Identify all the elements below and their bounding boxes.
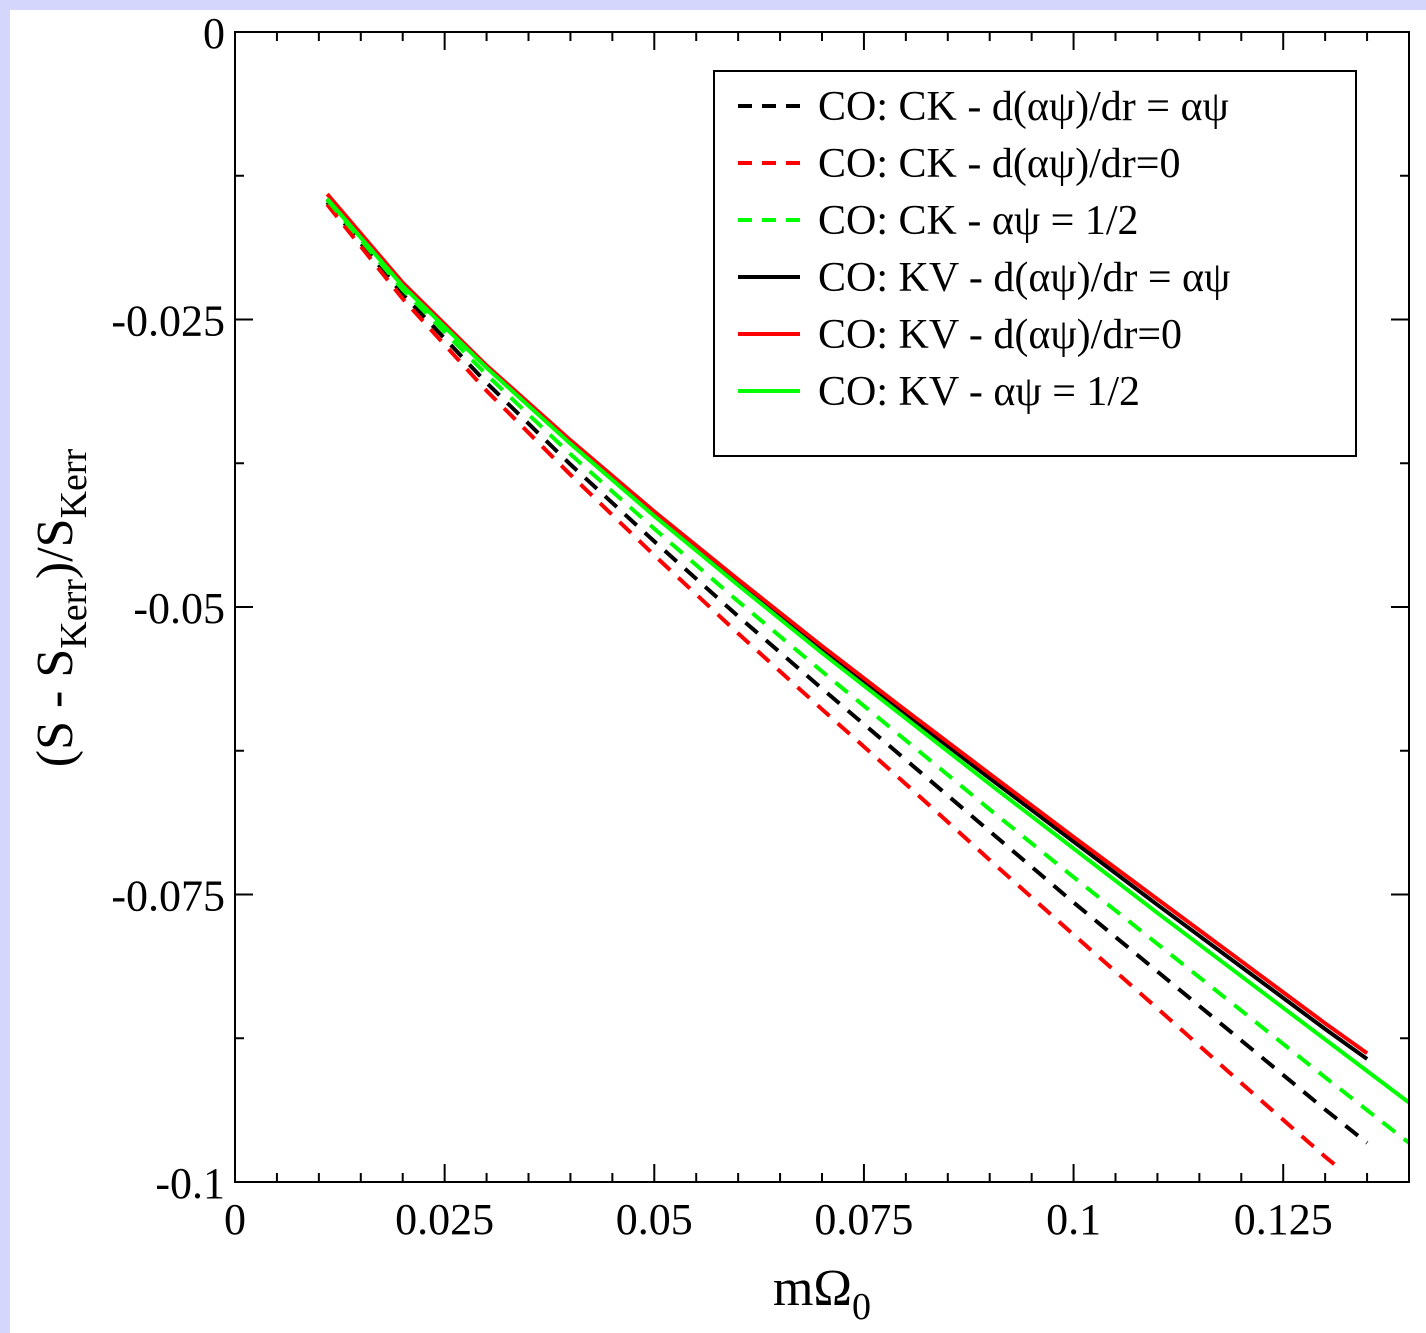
y-axis-title-mid: )/S	[27, 518, 84, 579]
plot-frame	[234, 31, 1410, 1183]
y-axis-title-open: (S - S	[27, 649, 84, 767]
y-tick-label: -0.05	[133, 584, 225, 633]
x-tick-label: 0.05	[616, 1195, 693, 1244]
x-axis-title-sub: 0	[852, 1286, 871, 1328]
x-axis-title-main: mΩ	[773, 1260, 852, 1317]
series-line-2	[325, 203, 1339, 1169]
x-tick-label: 0.075	[814, 1195, 913, 1244]
y-axis-title-sub1: Kerr	[53, 579, 95, 649]
y-tick-label: 0	[203, 10, 225, 58]
series-line-3	[325, 198, 1409, 1145]
legend: CO: CK - d(αψ)/dr = αψ CO: CK - d(αψ)/dr=…	[713, 70, 1357, 457]
x-axis-title: mΩ0	[773, 1260, 871, 1328]
legend-label-1: CO: CK - d(αψ)/dr = αψ	[818, 84, 1229, 130]
x-tick-label: 0.125	[1234, 1195, 1333, 1244]
legend-label-4: CO: KV - d(αψ)/dr = αψ	[818, 255, 1230, 301]
legend-label-5: CO: KV - d(αψ)/dr=0	[818, 312, 1182, 358]
figure-panel: 0 0.025 0.05 0.075 0.1 0.125 0 -0.025 -0.05 -0.07…	[10, 10, 1426, 1333]
line-chart: 0 0.025 0.05 0.075 0.1 0.125 0 -0.025 -0.05 -0.07…	[27, 10, 1410, 1328]
legend-box	[713, 70, 1357, 457]
y-axis-title-sub2: Kerr	[53, 448, 95, 518]
y-axis-title: (S - SKerr)/SKerr	[27, 448, 95, 767]
series-line-6	[325, 197, 1409, 1105]
y-tick-label: -0.075	[111, 872, 225, 921]
legend-label-3: CO: CK - αψ = 1/2	[818, 198, 1139, 244]
legend-label-2: CO: CK - d(αψ)/dr=0	[818, 141, 1180, 187]
tick-labels: 0 0.025 0.05 0.075 0.1 0.125 0 -0.025 -0.05 -0.07…	[111, 10, 1332, 1244]
legend-label-6: CO: KV - αψ = 1/2	[818, 369, 1140, 415]
series-line-1	[325, 200, 1369, 1145]
series-lines	[325, 192, 1409, 1169]
x-tick-label: 0	[224, 1195, 246, 1244]
x-tick-label: 0.025	[395, 1195, 494, 1244]
y-tick-label: -0.1	[155, 1159, 225, 1208]
y-tick-label: -0.025	[111, 297, 225, 346]
x-tick-label: 0.1	[1046, 1195, 1101, 1244]
